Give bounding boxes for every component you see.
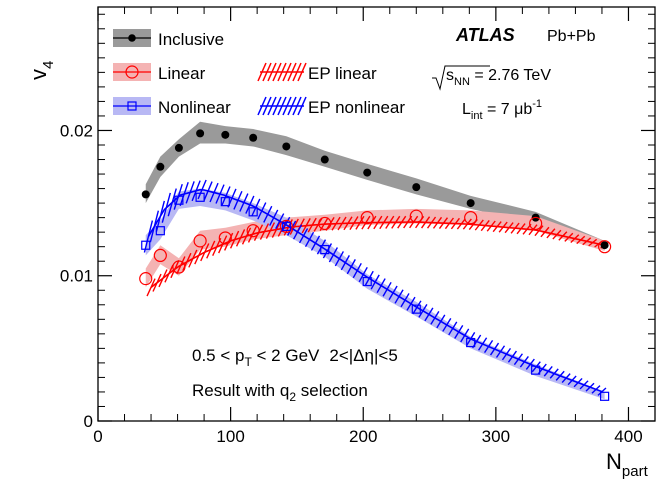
linear-point bbox=[246, 224, 260, 238]
collision-system-label: Pb+Pb bbox=[547, 28, 596, 45]
nonlinear-point bbox=[155, 226, 165, 236]
svg-text:sNN = 2.76 TeV: sNN = 2.76 TeV bbox=[446, 67, 551, 88]
x-tick-label: 300 bbox=[482, 427, 510, 446]
x-tick-label: 100 bbox=[216, 427, 244, 446]
linear-point bbox=[360, 211, 374, 225]
kinematic-cuts-label: 0.5 < pT < 2 GeV 2<|Δη|<5 bbox=[192, 346, 398, 369]
linear-point bbox=[193, 234, 207, 248]
legend-linear-label: Linear bbox=[158, 64, 206, 83]
energy-label: sNN = 2.76 TeV bbox=[432, 65, 551, 91]
y-tick-label: 0.01 bbox=[60, 267, 93, 286]
inclusive-point bbox=[196, 129, 205, 138]
inclusive-point bbox=[363, 168, 372, 177]
linear-point bbox=[139, 272, 153, 286]
inclusive-point bbox=[282, 142, 291, 151]
nonlinear-point bbox=[220, 197, 230, 207]
legend: Inclusive Linear Nonlinear EP linear EP … bbox=[113, 29, 405, 117]
inclusive-point bbox=[141, 190, 150, 199]
legend-inclusive-marker bbox=[128, 34, 136, 42]
linear-point bbox=[464, 211, 478, 225]
legend-ep-linear-label: EP linear bbox=[308, 64, 377, 83]
nonlinear-point bbox=[174, 195, 184, 205]
legend-ep-linear-hatch bbox=[257, 62, 307, 82]
linear-point bbox=[598, 240, 612, 254]
ep-hatched-curves bbox=[143, 179, 610, 396]
nonlinear-point bbox=[600, 391, 610, 401]
x-tick-label: 400 bbox=[614, 427, 642, 446]
legend-ep-nonlinear-label: EP nonlinear bbox=[308, 98, 405, 117]
legend-inclusive-label: Inclusive bbox=[158, 30, 224, 49]
inclusive-point bbox=[600, 241, 609, 250]
x-axis-label: Npart bbox=[606, 449, 649, 480]
linear-point bbox=[529, 216, 543, 231]
inclusive-point bbox=[412, 183, 421, 192]
y-axis-label: v4 bbox=[26, 61, 57, 80]
y-tick-label: 0.02 bbox=[60, 121, 93, 140]
legend-linear-marker bbox=[125, 65, 139, 79]
inclusive-point bbox=[466, 199, 475, 208]
legend-nonlinear-marker bbox=[127, 101, 137, 111]
nonlinear-point bbox=[281, 221, 291, 231]
linear-point bbox=[279, 219, 293, 233]
linear-point bbox=[153, 248, 167, 262]
ep-nonlinear-line bbox=[147, 188, 603, 393]
selection-label: Result with q2 selection bbox=[192, 381, 368, 404]
inclusive-point bbox=[249, 133, 258, 142]
legend-nonlinear-label: Nonlinear bbox=[158, 98, 231, 117]
luminosity-label: Lint = 7 μb-1 bbox=[462, 98, 542, 122]
nonlinear-point bbox=[466, 337, 476, 348]
inclusive-point bbox=[174, 143, 183, 152]
linear-point bbox=[172, 260, 186, 274]
inclusive-point bbox=[320, 155, 329, 164]
nonlinear-point bbox=[362, 276, 372, 287]
nonlinear-point bbox=[531, 365, 541, 375]
nonlinear-point bbox=[320, 244, 330, 255]
ep-linear-hatch bbox=[146, 278, 156, 297]
plot-frame bbox=[97, 6, 656, 422]
legend-ep-nonlinear-hatch bbox=[257, 96, 307, 116]
nonlinear-point bbox=[411, 304, 421, 314]
atlas-label: ATLAS bbox=[455, 25, 515, 45]
x-tick-label: 200 bbox=[349, 427, 377, 446]
inclusive-point bbox=[156, 162, 165, 171]
ep-linear-line bbox=[150, 221, 605, 288]
axis-ticks: 0 100 200 300 400 0 0.01 0.02 bbox=[60, 7, 655, 446]
inclusive-point bbox=[221, 130, 230, 139]
band-inclusive bbox=[145, 121, 605, 250]
linear-point bbox=[409, 209, 423, 223]
linear-point bbox=[318, 216, 332, 231]
nonlinear-point bbox=[195, 192, 205, 202]
linear-point bbox=[218, 231, 232, 245]
nonlinear-point bbox=[141, 240, 151, 250]
data-markers bbox=[139, 129, 612, 401]
y-tick-label: 0 bbox=[84, 412, 93, 431]
nonlinear-point bbox=[248, 207, 258, 217]
x-tick-label: 0 bbox=[93, 427, 102, 446]
